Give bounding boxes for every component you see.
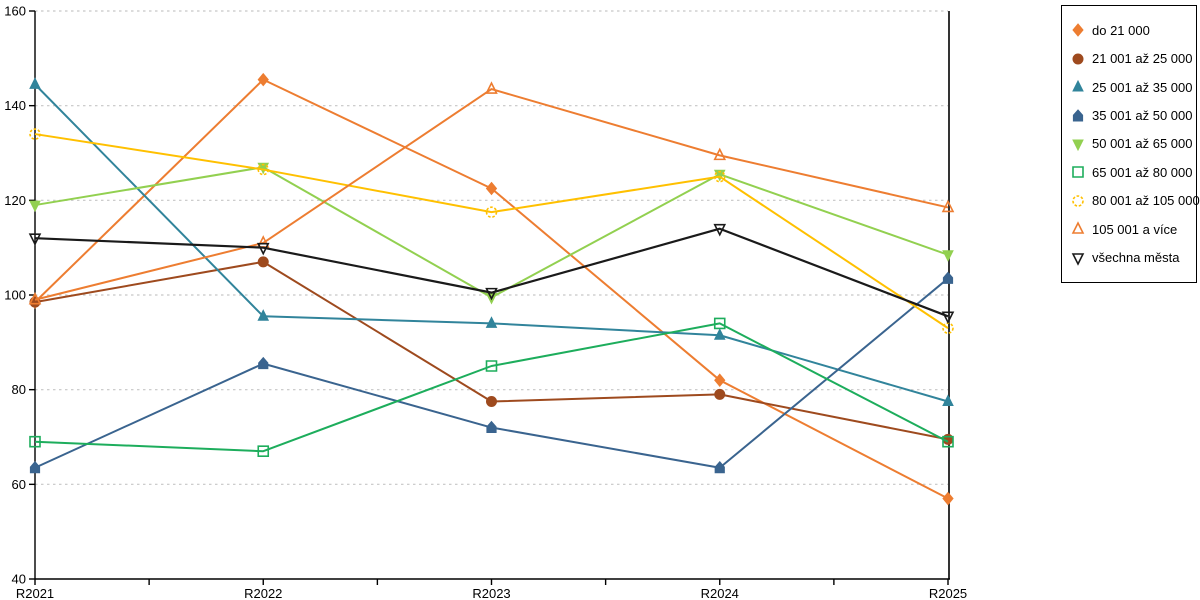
series-line: [34, 277, 949, 469]
triangle-up-marker-icon: [1071, 221, 1085, 234]
triangle-up-marker-icon: [942, 394, 954, 406]
circle-marker-icon: [257, 256, 269, 268]
legend: do 21 000 21 001 až 25 000 25 001 až 35 00…: [1061, 5, 1200, 283]
triangle-up-marker-icon: [485, 316, 498, 328]
y-tick-label: 100: [4, 288, 26, 303]
legend-item-label: 35 001 až 50 000: [1092, 108, 1193, 124]
diamond-marker-icon: [1072, 23, 1084, 38]
square-marker-icon: [29, 435, 41, 448]
legend-marker-icon: [1072, 166, 1084, 179]
legend-item-label: 21 001 až 25 000: [1092, 51, 1193, 67]
square-marker-icon: [257, 445, 270, 458]
legend-item: 80 001 až 105 000: [1070, 193, 1200, 209]
legend-marker-icon: [1072, 108, 1084, 122]
legend-item-label: 80 001 až 105 000: [1092, 193, 1200, 209]
y-tick-label: 160: [4, 4, 26, 19]
legend-marker-icon: [1071, 221, 1085, 234]
diamond-marker-icon: [257, 72, 269, 87]
legend-item: do 21 000: [1070, 22, 1196, 38]
circle-marker-icon: [714, 388, 726, 400]
pentagon-marker-icon: [1072, 108, 1084, 122]
pentagon-marker-icon: [486, 420, 497, 434]
series-line: [34, 227, 949, 318]
square-marker-icon: [713, 317, 726, 330]
legend-item: všechna města: [1070, 250, 1196, 266]
y-tick-label: 60: [12, 477, 26, 492]
series-line: [34, 322, 949, 453]
legend-item: 25 001 až 35 000: [1070, 79, 1196, 95]
legend-item: 105 001 a více: [1070, 221, 1196, 237]
diamond-marker-icon: [942, 491, 954, 506]
circle-dashed-marker-icon: [29, 128, 41, 140]
pentagon-marker-icon: [29, 461, 41, 474]
x-tick-label: R2025: [929, 586, 967, 600]
y-tick-label: 80: [12, 382, 26, 397]
x-tick-label: R2022: [244, 586, 282, 600]
pentagon-marker-icon: [258, 356, 269, 370]
legend-item-label: do 21 000: [1092, 22, 1150, 38]
legend-item: 35 001 až 50 000: [1070, 108, 1196, 124]
legend-item: 50 001 až 65 000: [1070, 136, 1196, 152]
triangle-down-marker-icon: [941, 311, 955, 325]
circle-marker-icon: [486, 396, 497, 407]
y-tick-label: 40: [12, 572, 26, 587]
triangle-up-marker-icon: [713, 328, 726, 340]
circle-dashed-marker-icon: [485, 206, 498, 218]
y-tick-label: 140: [4, 98, 26, 113]
triangle-up-marker-icon: [257, 309, 270, 321]
y-tick-label: 120: [4, 193, 26, 208]
legend-marker-icon: [1071, 252, 1085, 266]
triangle-down-marker-icon: [256, 242, 270, 256]
triangle-up-marker-icon: [29, 77, 41, 89]
series-line: [34, 133, 949, 329]
circle-dashed-marker-icon: [257, 163, 270, 176]
legend-item-label: 25 001 až 35 000: [1092, 79, 1193, 95]
triangle-down-marker-icon: [485, 287, 498, 301]
legend-item-label: všechna města: [1092, 250, 1180, 266]
diamond-marker-icon: [714, 373, 726, 387]
triangle-down-marker-icon: [1072, 139, 1084, 152]
triangle-up-marker-icon: [941, 199, 955, 213]
legend-marker-icon: [1072, 194, 1084, 207]
square-marker-icon: [485, 360, 498, 372]
triangle-down-marker-icon: [29, 200, 41, 213]
x-tick-label: R2021: [16, 586, 54, 600]
legend-item: 21 001 až 25 000: [1070, 51, 1196, 67]
legend-item-label: 50 001 až 65 000: [1092, 136, 1193, 152]
x-tick-label: R2024: [701, 586, 739, 600]
legend-marker-icon: [1072, 23, 1084, 38]
legend-marker-icon: [1072, 139, 1084, 152]
square-marker-icon: [942, 435, 954, 448]
x-tick-label: R2023: [472, 586, 510, 600]
triangle-down-marker-icon: [942, 250, 954, 262]
square-marker-icon: [1072, 166, 1084, 179]
pentagon-marker-icon: [942, 271, 954, 284]
pentagon-marker-icon: [714, 461, 725, 474]
triangle-down-marker-icon: [28, 233, 42, 246]
diamond-marker-icon: [485, 181, 498, 196]
legend-marker-icon: [1072, 53, 1084, 65]
legend-marker-icon: [1072, 80, 1084, 92]
triangle-up-marker-icon: [1072, 80, 1084, 92]
triangle-up-marker-icon: [713, 147, 727, 161]
series-line: [34, 88, 949, 301]
circle-dashed-marker-icon: [713, 170, 726, 183]
triangle-down-marker-icon: [1071, 252, 1085, 266]
legend-item: 65 001 až 80 000: [1070, 164, 1196, 180]
triangle-up-marker-icon: [485, 81, 498, 94]
circle-marker-icon: [1072, 53, 1084, 65]
legend-item-label: 105 001 a více: [1092, 221, 1178, 237]
triangle-up-marker-icon: [28, 291, 42, 305]
triangle-down-marker-icon: [713, 223, 727, 237]
legend-item-label: 65 001 až 80 000: [1092, 164, 1193, 180]
circle-dashed-marker-icon: [1072, 194, 1084, 207]
